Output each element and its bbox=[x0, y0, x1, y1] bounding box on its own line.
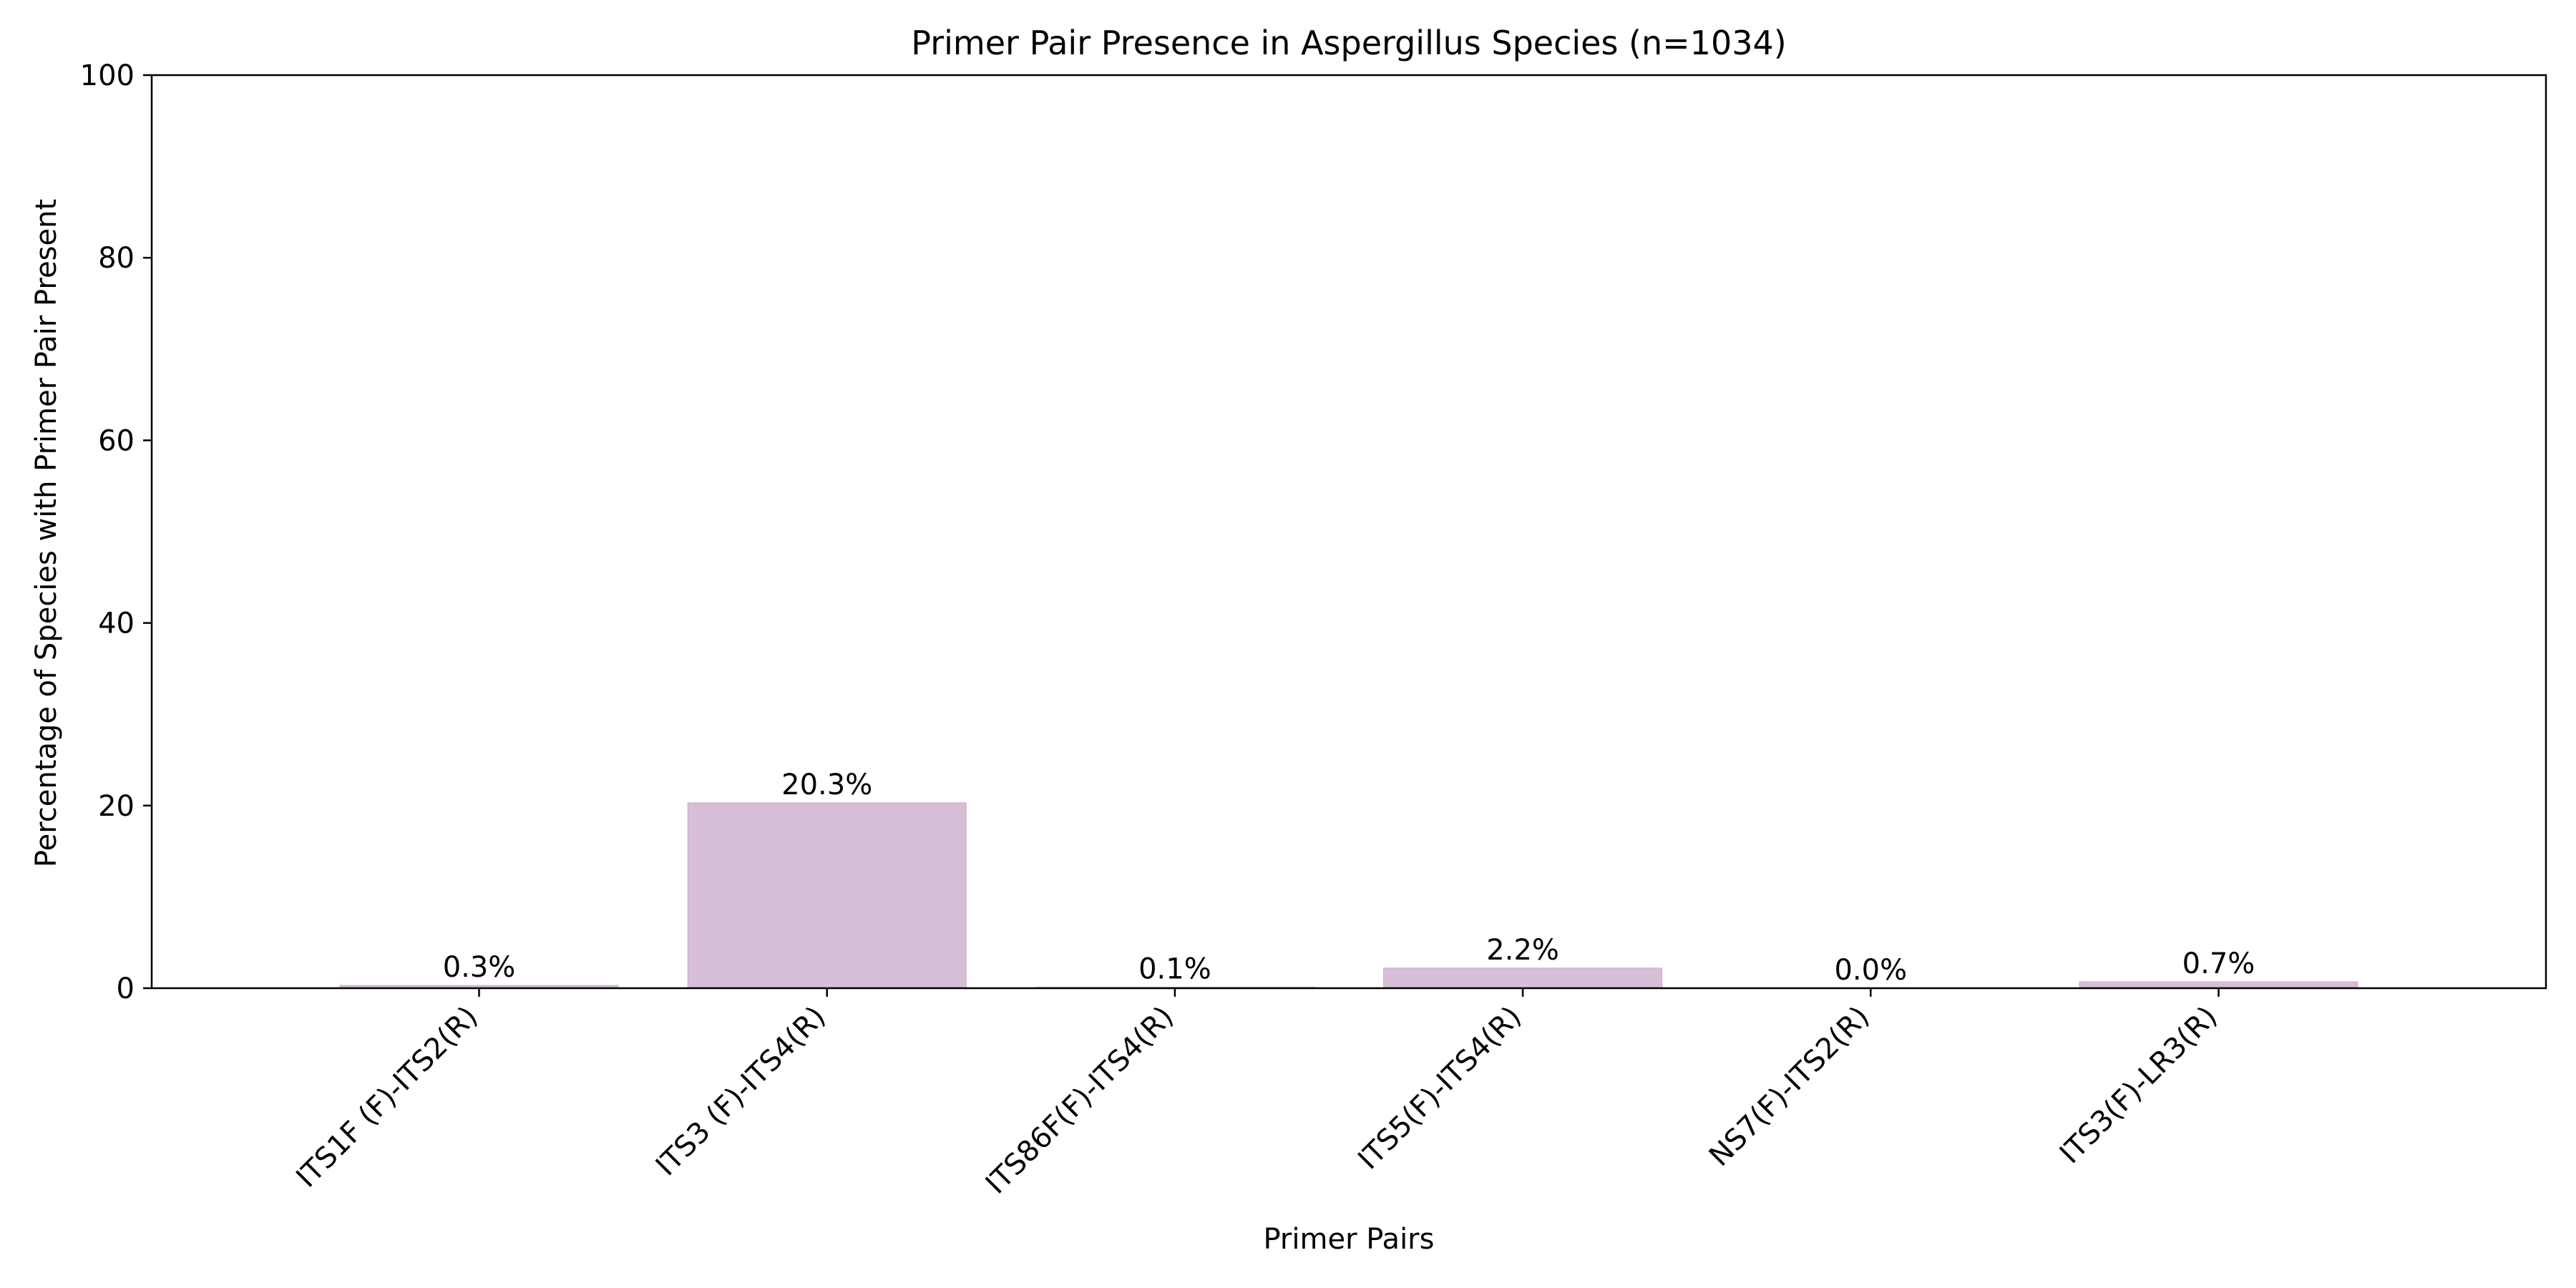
chart-title: Primer Pair Presence in Aspergillus Spec… bbox=[911, 24, 1786, 62]
x-tick-label: ITS86F(F)-ITS4(R) bbox=[980, 1000, 1180, 1201]
bars-layer: 0.3% 20.3% 0.1% 2.2% 0.0% 0.7% bbox=[339, 769, 2358, 989]
data-label: 2.2% bbox=[1486, 934, 1559, 967]
y-tick-label: 80 bbox=[98, 242, 135, 275]
data-label: 0.3% bbox=[443, 951, 516, 984]
x-axis-label: Primer Pairs bbox=[1264, 1223, 1435, 1256]
y-tick-label: 100 bbox=[80, 59, 135, 92]
y-tick-label: 0 bbox=[117, 972, 135, 1005]
x-tick-label: ITS3(F)-LR3(R) bbox=[2054, 1000, 2224, 1171]
bar bbox=[1383, 967, 1663, 989]
x-tick-label: ITS5(F)-ITS4(R) bbox=[1352, 1000, 1528, 1176]
bar bbox=[687, 802, 967, 989]
y-tick-label: 60 bbox=[98, 424, 135, 457]
bar bbox=[2079, 981, 2358, 989]
data-label: 0.1% bbox=[1138, 953, 1211, 986]
x-tick-label: NS7(F)-ITS2(R) bbox=[1703, 1000, 1875, 1173]
data-label: 20.3% bbox=[781, 769, 872, 801]
plot-frame bbox=[150, 74, 2547, 990]
x-tick-label: ITS3 (F)-ITS4(R) bbox=[650, 1000, 832, 1183]
y-ticks-layer: 0 20 40 60 80 100 bbox=[80, 59, 152, 1005]
data-label: 0.0% bbox=[1834, 954, 1907, 987]
y-axis-label: Percentage of Species with Primer Pair P… bbox=[30, 199, 63, 867]
data-label: 0.7% bbox=[2182, 947, 2255, 980]
y-tick-label: 40 bbox=[98, 608, 135, 640]
y-tick-label: 20 bbox=[98, 790, 135, 823]
x-ticks-layer: ITS1F (F)-ITS2(R) ITS3 (F)-ITS4(R) ITS86F(… bbox=[290, 988, 2224, 1201]
x-tick-label: ITS1F (F)-ITS2(R) bbox=[290, 1000, 484, 1194]
